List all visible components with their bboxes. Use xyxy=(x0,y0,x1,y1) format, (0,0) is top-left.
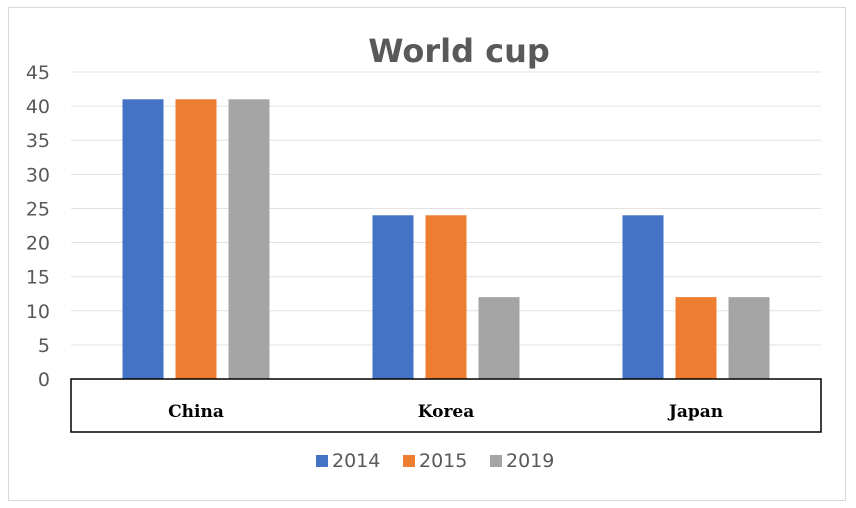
bar-2015-china xyxy=(175,99,217,380)
category-label: Korea xyxy=(418,402,475,422)
chart-title: World cup xyxy=(368,32,550,70)
category-axis-box xyxy=(70,378,822,433)
legend-swatch xyxy=(490,455,502,467)
legend-label: 2015 xyxy=(419,450,467,472)
bars xyxy=(122,99,770,380)
category-labels: China Korea Japan xyxy=(168,402,723,422)
y-axis-ticks: 0 5 10 15 20 25 30 35 40 45 xyxy=(26,62,50,391)
y-tick-label: 5 xyxy=(38,335,50,357)
bar-2019-japan xyxy=(728,297,770,379)
legend-label: 2019 xyxy=(506,450,554,472)
legend-label: 2014 xyxy=(332,450,380,472)
bar-2019-korea xyxy=(478,297,520,379)
category-label: Japan xyxy=(667,402,723,422)
bar-2014-korea xyxy=(372,215,414,379)
y-tick-label: 45 xyxy=(26,62,50,84)
category-label: China xyxy=(168,402,224,422)
bar-2015-korea xyxy=(425,215,467,379)
y-tick-label: 10 xyxy=(26,301,50,323)
bar-2019-china xyxy=(228,99,270,380)
bar-2014-china xyxy=(122,99,164,380)
y-tick-label: 30 xyxy=(26,164,50,186)
y-tick-label: 0 xyxy=(38,369,50,391)
bar-2014-japan xyxy=(622,215,664,379)
legend-swatch xyxy=(316,455,328,467)
y-tick-label: 15 xyxy=(26,267,50,289)
legend: 2014 2015 2019 xyxy=(316,450,554,472)
y-tick-label: 40 xyxy=(26,96,50,118)
y-tick-label: 25 xyxy=(26,198,50,220)
legend-swatch xyxy=(403,455,415,467)
bar-2015-japan xyxy=(675,297,717,379)
y-tick-label: 35 xyxy=(26,130,50,152)
y-tick-label: 20 xyxy=(26,233,50,255)
